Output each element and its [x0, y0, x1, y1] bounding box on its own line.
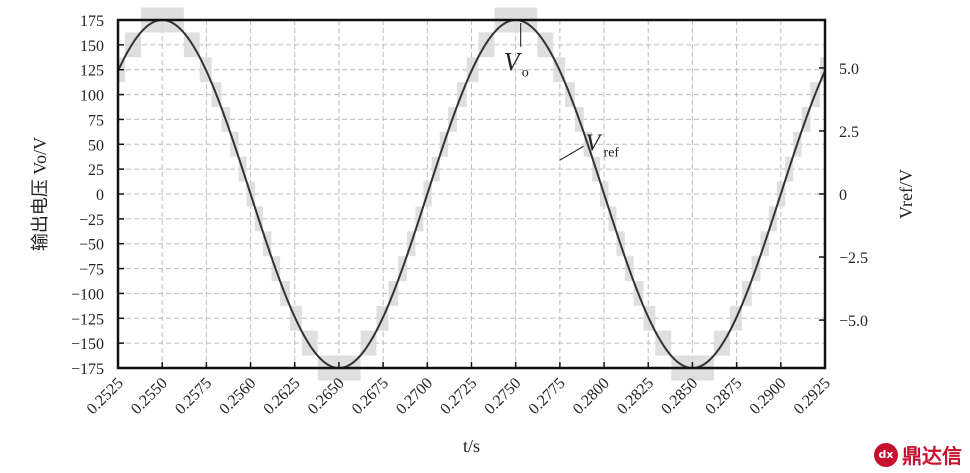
x-tick-label-3: 0.2560: [216, 375, 259, 418]
y-axis-left-title: 输出电压 Vo/V: [30, 137, 50, 251]
annotation-vref-leader: [559, 145, 584, 161]
y-left-tick-label-1: 150: [80, 38, 104, 55]
x-tick-label-5: 0.2650: [305, 375, 348, 418]
y-right-tick-label-4: −5.0: [839, 313, 868, 330]
y-left-tick-label-2: 125: [80, 63, 104, 80]
y-left-tick-label-7: 0: [96, 187, 104, 204]
x-tick-label-11: 0.2800: [570, 375, 613, 418]
x-tick-label-0: 0.2525: [84, 375, 127, 418]
x-tick-label-2: 0.2575: [172, 375, 215, 418]
y-left-tick-label-0: 175: [80, 13, 104, 30]
y-left-tick-label-4: 75: [88, 112, 104, 129]
x-tick-label-14: 0.2875: [702, 375, 745, 418]
y-right-tick-label-3: −2.5: [839, 250, 868, 267]
annotation-vo-label: V: [504, 48, 523, 77]
x-tick-label-16: 0.2925: [791, 375, 834, 418]
y-left-tick-label-5: 50: [88, 137, 104, 154]
watermark-text: 鼎达信: [902, 444, 962, 468]
x-tick-label-1: 0.2550: [128, 375, 171, 418]
y-left-tick-label-12: −125: [71, 311, 104, 328]
labels: 输出电压 Vo/V Vref/V t/s: [30, 137, 916, 456]
annotation-vref-label: V: [586, 130, 603, 156]
y-right-tick-label-1: 2.5: [839, 124, 859, 141]
vref-line: [117, 18, 826, 370]
x-tick-label-7: 0.2700: [393, 375, 436, 418]
y-left-tick-label-11: −100: [71, 286, 104, 303]
x-tick-label-13: 0.2850: [658, 375, 701, 418]
x-tick-label-10: 0.2775: [526, 375, 569, 418]
y-left-tick-label-10: −75: [79, 262, 104, 279]
y-left-tick-label-6: 25: [88, 162, 104, 179]
x-tick-label-12: 0.2825: [614, 375, 657, 418]
watermark-logo-icon: dx: [874, 442, 898, 467]
x-tick-label-4: 0.2625: [260, 375, 303, 418]
y-left-tick-label-3: 100: [80, 88, 104, 105]
x-tick-label-9: 0.2750: [481, 375, 524, 418]
annotation-vo-subscript: o: [522, 66, 529, 81]
y-axis-right-title: Vref/V: [896, 169, 916, 219]
y-left-tick-label-9: −50: [79, 237, 104, 254]
y-left-tick-label-8: −25: [79, 212, 104, 229]
vo-step-56: [820, 57, 825, 83]
x-tick-label-6: 0.2675: [349, 375, 392, 418]
y-right-tick-label-0: 5.0: [839, 61, 859, 78]
watermark: dx 鼎达信: [874, 440, 962, 469]
x-tick-label-15: 0.2900: [747, 375, 790, 418]
series-vref: [117, 18, 826, 370]
y-right-tick-label-2: 0: [839, 187, 847, 204]
x-axis-title: t/s: [463, 436, 480, 456]
annotation-vref-subscript: ref: [604, 145, 620, 160]
x-tick-label-8: 0.2725: [437, 375, 480, 418]
y-left-tick-label-13: −150: [71, 336, 104, 353]
y-left-tick-label-14: −175: [71, 361, 104, 378]
